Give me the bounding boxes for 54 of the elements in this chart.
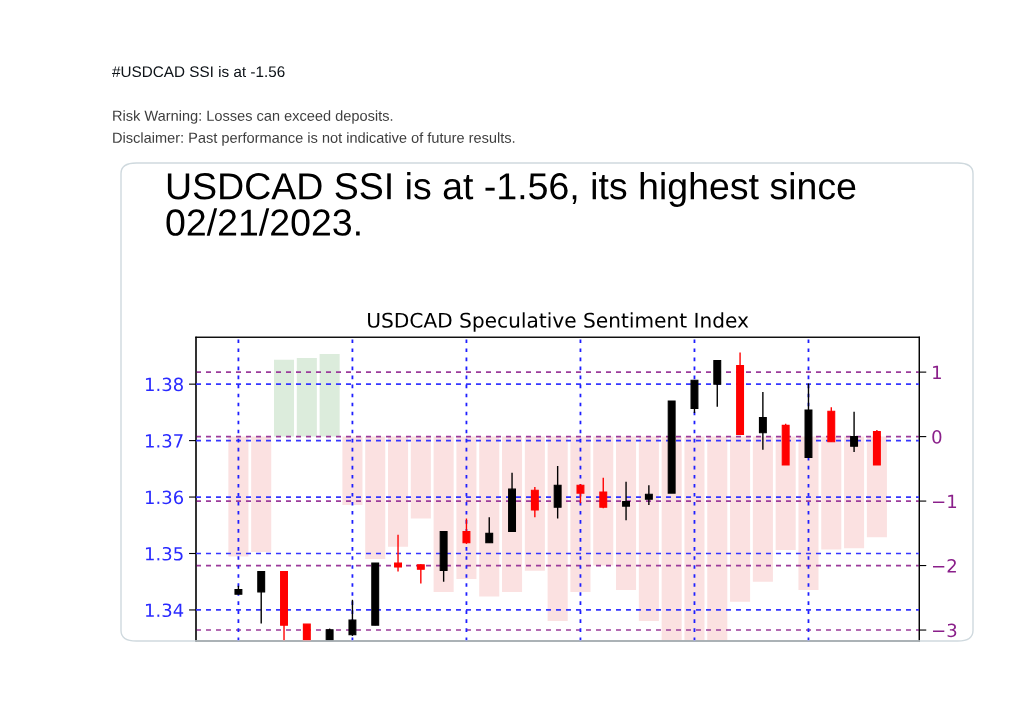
candlestick <box>462 517 471 545</box>
bar <box>342 436 363 505</box>
candlestick <box>485 516 494 544</box>
candlestick <box>348 599 357 637</box>
text: Risk Warning: Losses can exceed deposits. <box>113 110 393 124</box>
y2-tick-label: 0 <box>932 430 942 444</box>
bar <box>570 436 591 592</box>
bar <box>684 436 705 641</box>
bar <box>752 436 773 582</box>
bar <box>410 436 431 519</box>
candlestick <box>394 534 403 573</box>
bar <box>798 436 819 591</box>
y2-tick-label: 1 <box>933 365 941 379</box>
bar <box>638 436 659 622</box>
bar <box>388 436 409 547</box>
bar <box>479 436 500 597</box>
text: Disclaimer: Past performance is not indicative of future results. <box>113 132 515 146</box>
bar <box>730 436 751 602</box>
text: #USDCAD SSI is at -1.56 <box>112 65 285 78</box>
bar <box>593 436 614 566</box>
y-tick-label: 1.36 <box>145 490 184 505</box>
y2-tick-label: −1 <box>933 494 957 508</box>
chart-subtitle: USDCAD Speculative Sentiment Index <box>368 312 749 332</box>
candlestick <box>257 570 266 625</box>
bar <box>319 354 340 437</box>
candlestick <box>622 481 631 521</box>
y-tick-label: 1.37 <box>145 434 183 448</box>
candlestick <box>416 563 425 585</box>
candlestick <box>553 465 562 520</box>
bar <box>524 436 545 571</box>
y-tick-label: 1.38 <box>145 377 183 392</box>
y-tick-label: 1.35 <box>145 546 183 561</box>
bar <box>456 436 477 580</box>
y-tick-label: 1.34 <box>145 603 184 618</box>
bar <box>821 436 842 550</box>
bar <box>844 436 865 549</box>
bar <box>365 436 386 560</box>
y2-tick-label: −2 <box>933 559 956 573</box>
bar <box>251 436 272 553</box>
candlestick <box>576 483 585 504</box>
candlestick <box>713 359 722 408</box>
bar <box>707 436 728 641</box>
bar <box>616 436 637 591</box>
candlestick <box>599 477 608 510</box>
chart-title: USDCAD SSI is at -1.56, its highest since 02/21/2023. <box>166 172 856 236</box>
y2-tick-label: −3 <box>933 623 957 638</box>
bar <box>273 359 295 437</box>
bar <box>547 436 568 622</box>
candlestick <box>850 411 859 453</box>
bar <box>228 436 249 557</box>
candlestick <box>758 391 767 451</box>
candlestick <box>644 484 653 506</box>
candlestick <box>530 486 539 519</box>
bar <box>296 357 317 437</box>
